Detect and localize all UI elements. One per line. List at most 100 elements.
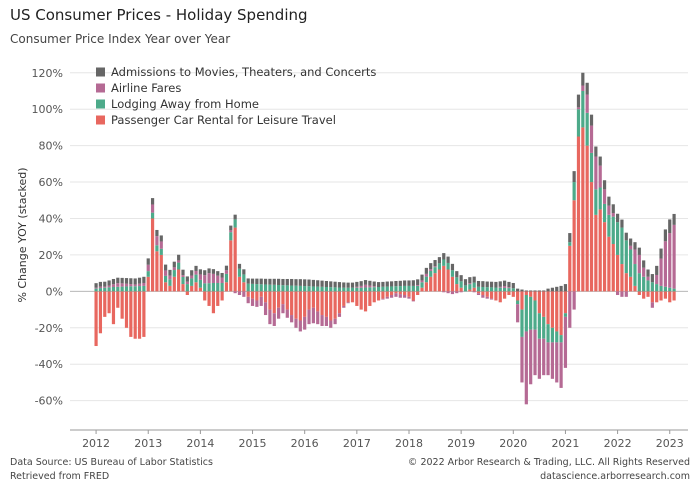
bar-segment (246, 296, 250, 304)
bar-segment (98, 286, 103, 289)
bar-segment (563, 313, 568, 317)
bar-segment (659, 285, 663, 292)
bar-segment (390, 281, 394, 287)
footer-copyright: © 2022 Arbor Research & Trading, LLC. Al… (407, 457, 690, 468)
bar-segment (224, 273, 229, 283)
bar-segment (476, 280, 481, 287)
bar-segment (198, 274, 202, 280)
bar-segment (437, 257, 442, 264)
bar-segment (120, 291, 124, 319)
bar-segment (207, 268, 211, 274)
x-tick-label: 2013 (134, 437, 162, 450)
bar-segment (476, 293, 481, 296)
bar-segment (329, 320, 333, 328)
bar-segment (272, 313, 276, 326)
bar-segment (237, 276, 242, 292)
y-tick-label: -60% (35, 395, 63, 408)
bar-segment (207, 273, 211, 284)
bar-segment (611, 216, 615, 244)
bar-segment (237, 268, 242, 277)
bar-segment (98, 288, 103, 292)
bar-segment (481, 291, 485, 296)
bar-segment (285, 291, 289, 310)
bar-segment (411, 280, 415, 286)
bar-segment (455, 291, 459, 294)
bar-segment (307, 309, 311, 325)
bar-segment (137, 286, 142, 292)
bar-segment (585, 112, 589, 146)
bar-segment (529, 296, 533, 330)
stacked-bar-chart: -60% -40% -20% 0% 20% 40% 60% 80% 100% 120% 2012 20… (16, 65, 688, 450)
bar-segment (250, 278, 255, 284)
bar-segment (350, 282, 355, 288)
bar-segment (311, 291, 315, 308)
y-tick-label: 20% (39, 249, 63, 262)
bar-segment (516, 300, 520, 305)
bar-segment (259, 291, 263, 297)
bar-segment (320, 280, 324, 287)
bar-segment (142, 282, 146, 286)
bar-segment (489, 291, 494, 299)
bar-segment (342, 305, 346, 308)
bar-segment (142, 276, 146, 283)
bar-segment (642, 267, 646, 277)
bar-segment (576, 109, 581, 137)
bar-segment (450, 276, 455, 292)
bar-segment (403, 285, 407, 292)
bar-segment (533, 329, 537, 376)
bar-segment (376, 282, 381, 287)
bar-segment (476, 286, 481, 292)
bar-segment (524, 331, 528, 405)
bar-segment (507, 291, 511, 296)
bar-segment (290, 285, 294, 292)
bar-segment (307, 291, 311, 310)
bar-segment (663, 286, 667, 292)
bar-segment (277, 291, 281, 308)
bar-segment (211, 291, 216, 314)
bar-segment (398, 286, 402, 292)
bar-segment (594, 214, 598, 292)
bar-segment (468, 277, 472, 284)
bar-segment (137, 283, 142, 287)
bar-segment (129, 284, 133, 287)
bar-segment (594, 146, 598, 157)
bar-segment (194, 265, 198, 271)
bar-segment (133, 286, 137, 292)
x-tick-label: 2016 (291, 437, 319, 450)
bar-segment (355, 291, 359, 306)
x-tick-label: 2021 (551, 437, 579, 450)
bar-segment (107, 285, 111, 288)
bar-segment (211, 269, 216, 274)
bar-segment (637, 247, 641, 255)
bar-segment (263, 291, 268, 303)
bar-segment (624, 291, 628, 297)
bar-segment (159, 235, 163, 242)
bar-segment (246, 283, 250, 292)
bar-segment (303, 279, 307, 287)
bar-segment (316, 280, 320, 287)
bar-segment (177, 254, 181, 261)
bar-segment (311, 279, 315, 287)
bar-segment (503, 286, 507, 288)
bar-segment (598, 187, 602, 210)
bar-segment (546, 324, 550, 343)
bar-segment (137, 277, 142, 284)
legend-label: Passenger Car Rental for Leisure Travel (111, 113, 336, 127)
bar-segment (294, 285, 298, 292)
bar-segment (294, 279, 298, 286)
bar-segment (355, 281, 359, 287)
bar-segment (433, 266, 437, 268)
bar-segment (520, 289, 524, 292)
bar-segment (572, 200, 576, 292)
chart-subtitle: Consumer Price Index Year over Year (10, 32, 231, 46)
gridlines (70, 72, 688, 402)
bar-segment (433, 260, 437, 267)
bar-segment (529, 290, 533, 292)
bar-segment (294, 318, 298, 328)
bar-segment (476, 291, 481, 294)
bar-segment (489, 298, 494, 300)
bar-segment (272, 278, 276, 285)
bar-segment (320, 315, 324, 326)
bar-segment (555, 286, 559, 292)
bar-segment (450, 291, 455, 295)
